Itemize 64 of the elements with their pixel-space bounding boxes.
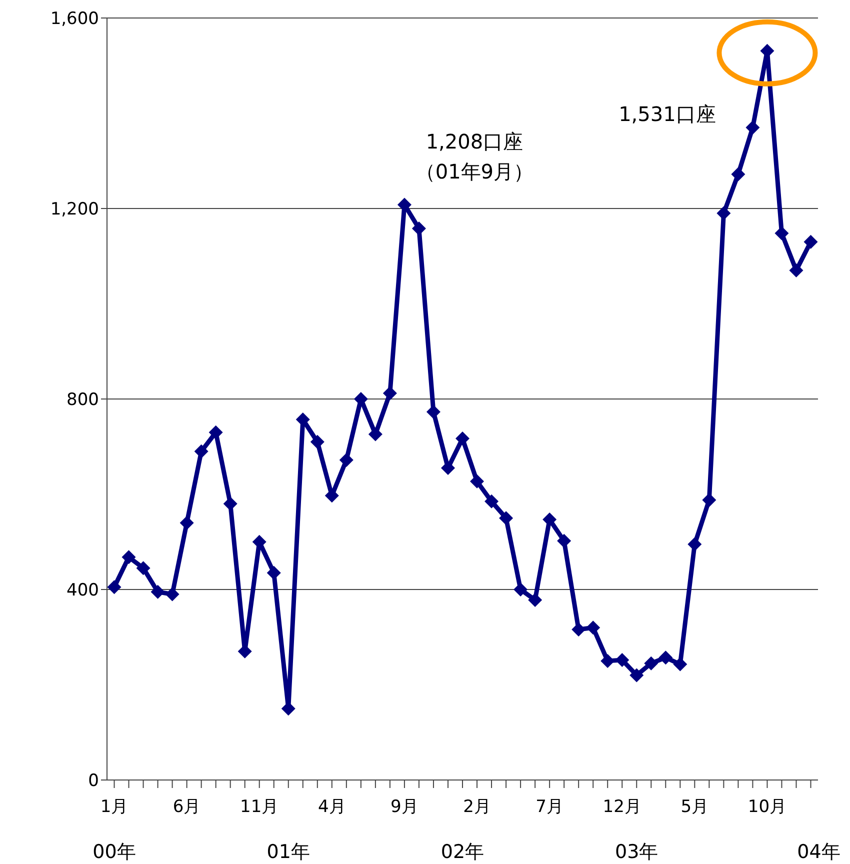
point — [107, 580, 122, 594]
point — [499, 511, 514, 526]
point — [426, 404, 440, 419]
point — [194, 444, 208, 458]
point — [688, 537, 702, 552]
text: 03年 — [615, 841, 658, 863]
point — [702, 492, 716, 507]
text: 02年 — [440, 841, 484, 863]
point — [586, 620, 600, 635]
point — [223, 496, 238, 511]
x-tick-label: 12月 — [602, 797, 642, 817]
point — [514, 582, 528, 596]
point — [528, 592, 542, 607]
x-tick-label: 11月 — [240, 797, 279, 817]
point — [456, 432, 470, 446]
annotation: 1,531口座 — [618, 102, 716, 126]
annotation: 1,208口座（01年9月） — [415, 130, 534, 184]
point — [542, 512, 557, 526]
x-tick-label: 6月 — [172, 797, 201, 817]
point — [136, 561, 150, 576]
x-tick-label: 1月 — [100, 797, 128, 817]
point — [165, 587, 180, 602]
point — [615, 652, 630, 667]
point — [180, 516, 194, 530]
y-tick-label: 400 — [66, 580, 99, 601]
point — [673, 657, 688, 672]
point — [746, 120, 760, 135]
x-tick-label: 4月 — [318, 797, 346, 817]
point — [266, 566, 281, 580]
y-tick-label: 800 — [66, 390, 99, 410]
text: 00年 — [92, 841, 136, 863]
point — [789, 263, 804, 278]
point — [774, 226, 789, 240]
point — [630, 668, 644, 682]
point — [296, 412, 310, 426]
point — [208, 425, 223, 440]
x-tick-label: 5月 — [680, 797, 709, 817]
point — [382, 386, 397, 400]
point — [150, 584, 165, 599]
point — [281, 702, 296, 716]
point — [122, 550, 136, 564]
point — [412, 222, 426, 236]
point — [731, 167, 746, 182]
point — [600, 654, 615, 668]
text: 04年 — [797, 841, 840, 863]
x-tick-label: 9月 — [390, 797, 418, 817]
point — [644, 656, 658, 670]
x-tick-label: 2月 — [463, 797, 491, 817]
point — [339, 452, 354, 467]
x-tick-label: 7月 — [536, 797, 564, 817]
y-tick-label: 0 — [88, 771, 99, 792]
x-tick-label: 10月 — [748, 797, 787, 817]
y-tick-label: 1,600 — [50, 9, 99, 30]
point — [310, 434, 324, 449]
point — [716, 206, 731, 220]
point — [484, 494, 499, 508]
point — [557, 534, 572, 548]
point — [572, 622, 586, 637]
point — [658, 650, 673, 665]
text: 01年 — [266, 841, 310, 863]
point — [804, 234, 818, 249]
y-tick-label: 1,200 — [50, 200, 99, 220]
point — [368, 427, 382, 442]
point — [470, 474, 484, 488]
